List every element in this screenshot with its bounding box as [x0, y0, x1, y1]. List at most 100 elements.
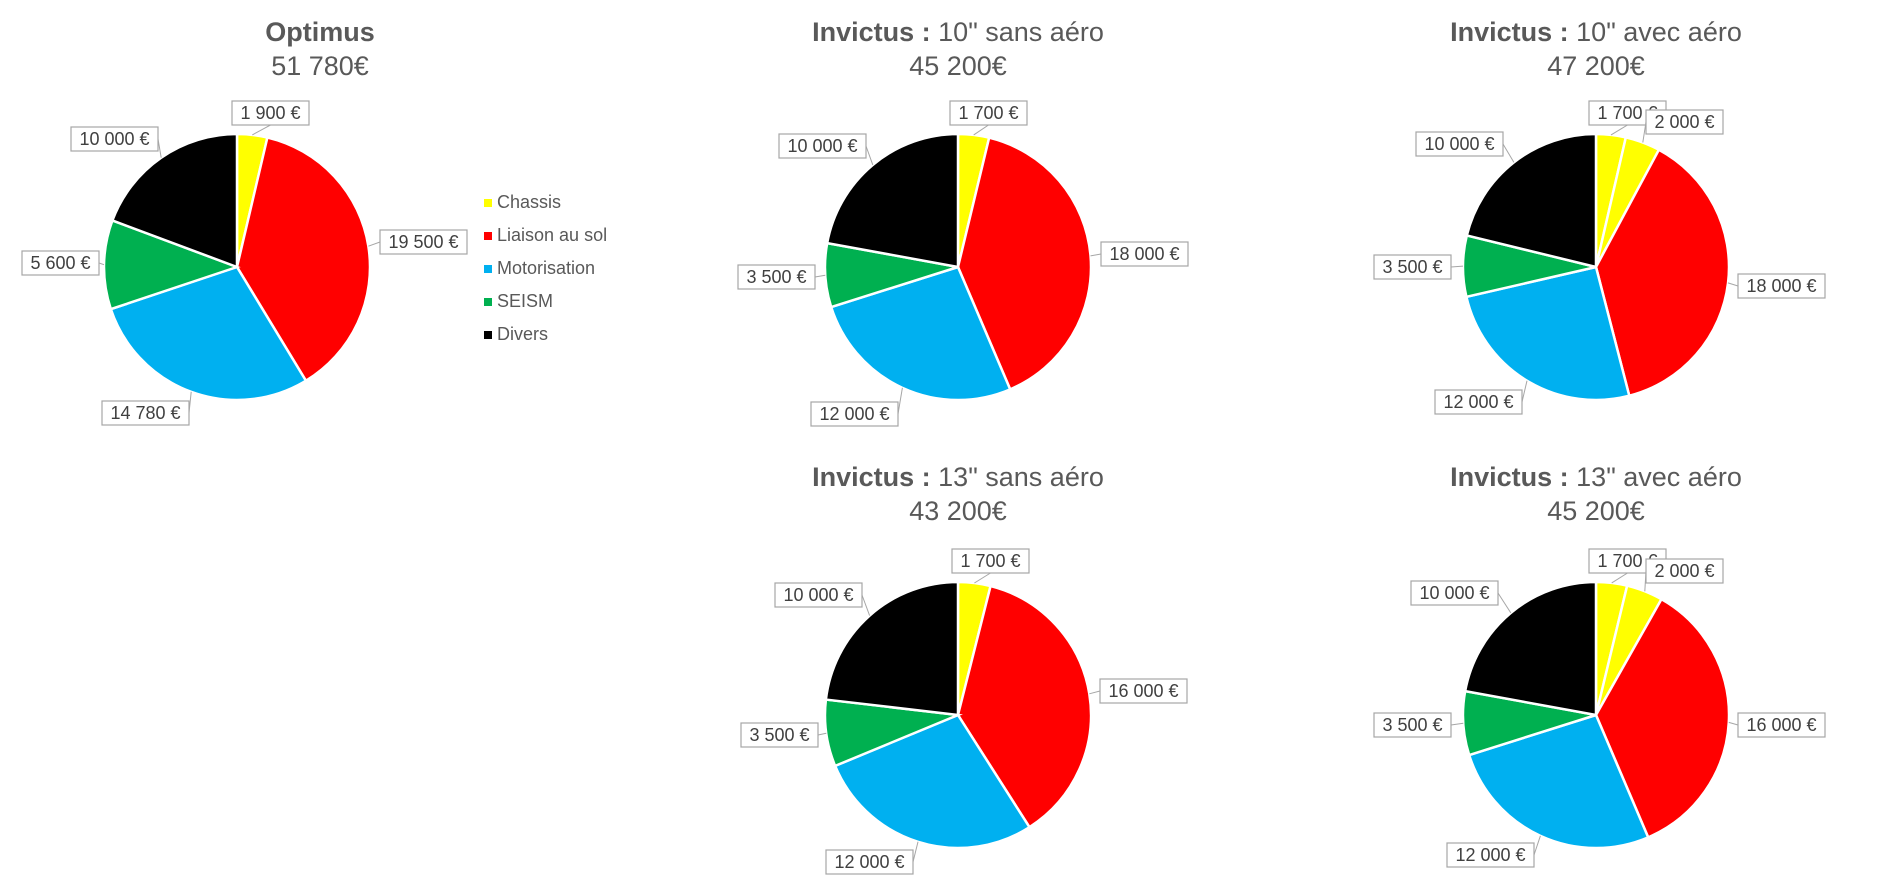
data-label-box: [1099, 678, 1188, 704]
data-label-box: [21, 250, 100, 276]
data-label-leader: [1502, 143, 1515, 163]
chart-total: 51 780€: [271, 51, 369, 81]
data-label-leader: [974, 572, 991, 584]
legend-swatch: [484, 330, 492, 339]
data-label-box: [70, 126, 159, 152]
data-label-box: [1434, 389, 1523, 415]
data-label-box: [778, 133, 867, 159]
chart-title-bold: Invictus :: [1450, 462, 1569, 492]
pie-2: 1 700 €2 000 € 18 000 € 12 000 € 3 500 € 10 …: [1373, 100, 1826, 415]
data-label-box: [231, 100, 310, 126]
data-label-motorisation: 12 000 €: [1455, 845, 1525, 865]
pie-0: 1 900 € 19 500 € 14 780 € 5 600 € 10 000 €: [21, 100, 468, 426]
data-label-divers: 10 000 €: [787, 136, 857, 156]
data-label-chassis: 1 900 €: [240, 103, 300, 123]
legend-item-seism: SEISM: [484, 285, 607, 318]
legend-item-divers: Divers: [484, 318, 607, 351]
legend-label: Divers: [497, 324, 549, 344]
data-label-box: [737, 264, 816, 290]
data-label-box: [810, 401, 899, 427]
data-label-leader: [368, 241, 381, 247]
data-label-chassis: 1 700 €: [958, 103, 1018, 123]
data-label-leader: [98, 262, 105, 266]
pie-slice-motorisation: [1464, 265, 1631, 402]
legend-label: SEISM: [497, 291, 554, 311]
data-label-chassis: 1 700 €: [960, 551, 1020, 571]
chart-title-bold: Invictus :: [812, 462, 931, 492]
legend-swatch: [484, 297, 492, 306]
legend-label: Liaison au sol: [497, 225, 608, 245]
data-label-box: [774, 582, 863, 608]
legend-swatch: [484, 231, 492, 240]
data-label-box: [1645, 109, 1724, 135]
pie-slice-divers: [824, 580, 960, 717]
data-label-leader: [1610, 124, 1628, 136]
data-label-leader: [1533, 835, 1541, 856]
data-label-leader: [252, 124, 271, 136]
data-label-box: [951, 548, 1030, 574]
legend-label: Motorisation: [497, 258, 596, 278]
data-label-liaison-au-sol: 19 500 €: [388, 232, 458, 252]
data-label-liaison-au-sol: 18 000 €: [1109, 244, 1179, 264]
pie-chart-invictus-10-sans-aero: Invictus : 10" sans aéro 45 200€: [0, 0, 1894, 440]
pie-4: 1 700 €2 000 € 16 000 € 12 000 € 3 500 € 10 …: [1373, 548, 1826, 868]
data-label-box: [101, 400, 190, 426]
legend-swatch: [484, 264, 492, 273]
legend-label: Chassis: [497, 192, 562, 212]
data-label-leader: [817, 732, 827, 736]
data-label-seism: 5 600 €: [30, 253, 90, 273]
data-label-leader: [973, 124, 989, 136]
data-label-motorisation: 12 000 €: [834, 852, 904, 872]
legend-item-liaison-au-sol: Liaison au sol: [484, 219, 607, 252]
chart-title: Invictus : 10" sans aéro: [748, 16, 1168, 48]
data-label-chassis: 2 000 €: [1654, 561, 1714, 581]
data-label-motorisation: 12 000 €: [1443, 392, 1513, 412]
pie-3: 1 700 € 16 000 € 12 000 € 3 500 € 10 000 €: [740, 548, 1188, 875]
data-label-leader: [1090, 253, 1102, 257]
data-label-leader: [1089, 690, 1101, 695]
chart-title-rest: 10" sans aéro: [930, 17, 1104, 47]
pie-chart-optimus: Optimus 51 780€: [0, 0, 640, 440]
data-label-chassis: 1 700 €: [1597, 551, 1657, 571]
data-label-motorisation: 12 000 €: [819, 404, 889, 424]
data-label-box: [379, 229, 468, 255]
pie-slice-motorisation: [833, 713, 1032, 850]
data-label-liaison-au-sol: 16 000 €: [1108, 681, 1178, 701]
data-label-leader: [1497, 592, 1512, 614]
data-label-seism: 3 500 €: [746, 267, 806, 287]
data-label-box: [825, 849, 914, 875]
data-label-box: [1737, 712, 1826, 738]
chart-title-bold: Optimus: [265, 17, 375, 47]
data-label-box: [740, 722, 819, 748]
data-label-leader: [912, 841, 919, 863]
data-label-leader: [1611, 572, 1628, 584]
legend-item-chassis: Chassis: [484, 186, 607, 219]
legend: Chassis Liaison au sol Motorisation SEIS…: [484, 186, 607, 351]
chart-total: 45 200€: [909, 51, 1007, 81]
data-label-liaison-au-sol: 16 000 €: [1746, 715, 1816, 735]
data-label-leader: [1727, 282, 1739, 287]
data-label-box: [949, 100, 1028, 126]
chart-title: Invictus : 10" avec aéro: [1386, 16, 1806, 48]
data-label-motorisation: 14 780 €: [110, 403, 180, 423]
data-label-leader: [865, 145, 874, 166]
data-label-chassis: 1 700 €: [1597, 103, 1657, 123]
pie-slice-liaison-au-sol: [1594, 597, 1731, 839]
data-label-leader: [1521, 380, 1528, 403]
data-label-box: [1415, 131, 1504, 157]
chart-title-rest: 10" avec aéro: [1568, 17, 1742, 47]
data-label-leader: [861, 594, 871, 616]
data-label-box: [1410, 580, 1499, 606]
data-label-divers: 10 000 €: [1419, 583, 1489, 603]
data-label-divers: 10 000 €: [79, 129, 149, 149]
data-label-box: [1373, 254, 1452, 280]
data-label-liaison-au-sol: 18 000 €: [1746, 276, 1816, 296]
data-label-box: [1446, 842, 1535, 868]
pie-slice-divers: [1465, 132, 1598, 269]
chart-total: 47 200€: [1547, 51, 1645, 81]
chart-title: Invictus : 13" avec aéro: [1386, 461, 1806, 493]
data-label-box: [1373, 712, 1452, 738]
